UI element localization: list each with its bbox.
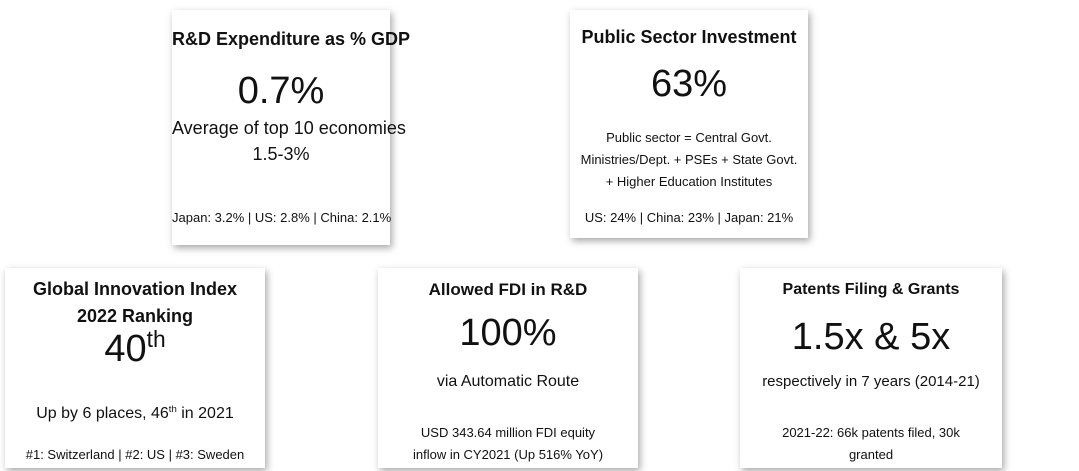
card-value: 40th: [5, 327, 265, 370]
card: Allowed FDI in R&D 100% via Automatic Ro…: [378, 268, 638, 468]
card: Global Innovation Index 2022 Ranking 40t…: [5, 268, 265, 468]
card-title: Patents Filing & Grants: [782, 281, 960, 298]
subtitle-part: Up by 6 places, 46: [36, 405, 169, 422]
card-footer: Japan: 3.2% | US: 2.8% | China: 2.1%: [172, 210, 392, 225]
card-footer: US: 24% | China: 23% | Japan: 21%: [584, 210, 794, 225]
card-subtitle: + Higher Education Institutes: [605, 174, 773, 189]
card-value: 100%: [459, 312, 557, 354]
card: Public Sector Investment 63% Public sect…: [570, 10, 808, 238]
card-value: 1.5x & 5x: [791, 316, 951, 358]
card-subtitle: Public sector = Central Govt.: [606, 130, 772, 145]
value-main: 40: [104, 328, 147, 370]
card-title: R&D Expenditure as % GDP: [172, 29, 411, 49]
card-footer: #1: Switzerland | #2: US | #3: Sweden: [25, 447, 245, 462]
card-footer: inflow in CY2021 (Up 516% YoY): [412, 447, 604, 462]
subtitle-sup: th: [168, 404, 177, 416]
subtitle-part: in 2021: [176, 405, 234, 422]
card-title: 2022 Ranking: [76, 306, 194, 326]
card-footer: granted: [848, 447, 894, 462]
card-subtitle: Ministries/Dept. + PSEs + State Govt.: [580, 152, 798, 167]
card-footer: 2021-22: 66k patents filed, 30k: [782, 425, 960, 440]
card-subtitle: 1.5-3%: [252, 144, 310, 164]
card: R&D Expenditure as % GDP 0.7% Average of…: [172, 10, 411, 245]
card-subtitle: Up by 6 places, 46th in 2021: [5, 404, 265, 422]
card-title: Global Innovation Index: [32, 279, 237, 299]
card-title: Allowed FDI in R&D: [428, 280, 588, 299]
value-sup: th: [146, 325, 166, 352]
card-subtitle: via Automatic Route: [436, 373, 580, 390]
card-subtitle: respectively in 7 years (2014-21): [762, 373, 980, 390]
card-value: 63%: [650, 63, 728, 105]
card-title: Public Sector Investment: [581, 27, 797, 47]
card-footer: USD 343.64 million FDI equity: [420, 425, 596, 440]
card-value: 0.7%: [237, 70, 325, 112]
card-subtitle: Average of top 10 economies: [172, 118, 406, 138]
card: Patents Filing & Grants 1.5x & 5x respec…: [740, 268, 1002, 468]
